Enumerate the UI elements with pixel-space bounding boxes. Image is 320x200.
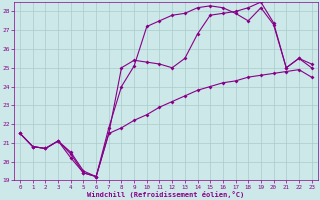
X-axis label: Windchill (Refroidissement éolien,°C): Windchill (Refroidissement éolien,°C): [87, 191, 244, 198]
